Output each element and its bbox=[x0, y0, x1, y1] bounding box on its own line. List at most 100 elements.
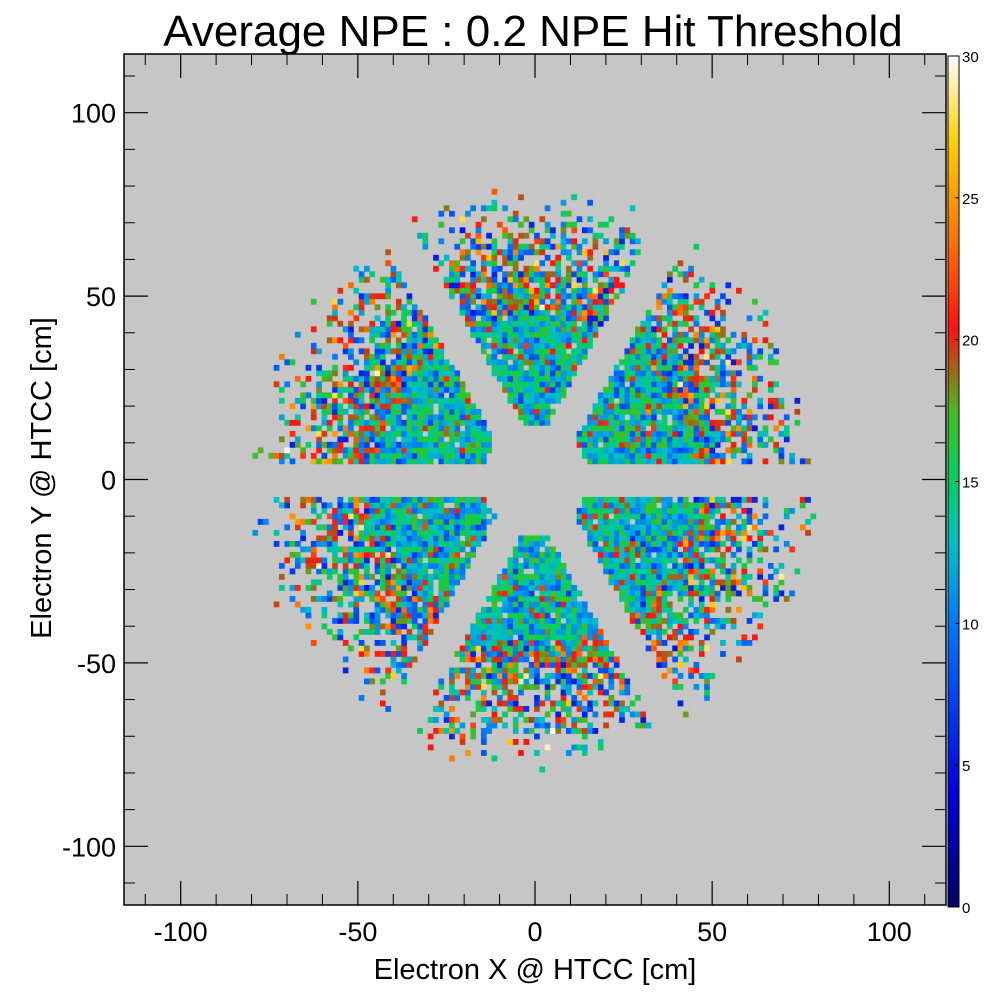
heatmap-cell bbox=[550, 408, 556, 415]
heatmap-cell bbox=[534, 623, 540, 630]
heatmap-cell bbox=[289, 551, 296, 558]
heatmap-cell bbox=[411, 386, 418, 393]
heatmap-cell bbox=[316, 447, 322, 454]
heatmap-cell bbox=[491, 243, 498, 250]
heatmap-cell bbox=[714, 595, 721, 602]
heatmap-cell bbox=[528, 298, 535, 305]
heatmap-cell bbox=[491, 249, 498, 256]
heatmap-cell bbox=[736, 529, 742, 536]
heatmap-cell bbox=[512, 628, 519, 635]
heatmap-cell bbox=[390, 617, 397, 624]
heatmap-cell bbox=[395, 397, 402, 404]
heatmap-cell bbox=[348, 353, 354, 360]
heatmap-cell bbox=[560, 628, 567, 635]
heatmap-cell bbox=[470, 513, 477, 520]
heatmap-cell bbox=[507, 568, 514, 575]
heatmap-cell bbox=[682, 348, 689, 355]
heatmap-cell bbox=[486, 656, 492, 663]
heatmap-cell bbox=[550, 331, 556, 338]
heatmap-cell bbox=[656, 595, 663, 602]
heatmap-cell bbox=[581, 293, 588, 300]
heatmap-cell bbox=[677, 386, 684, 393]
heatmap-cell bbox=[496, 293, 503, 300]
heatmap-cell bbox=[326, 546, 333, 553]
heatmap-cell bbox=[629, 546, 636, 553]
heatmap-cell bbox=[390, 419, 397, 426]
heatmap-cell bbox=[752, 337, 758, 344]
heatmap-cell bbox=[475, 309, 482, 316]
heatmap-cell bbox=[406, 381, 413, 388]
heatmap-cell bbox=[337, 403, 344, 410]
heatmap-cell bbox=[480, 216, 487, 223]
heatmap-cell bbox=[576, 337, 583, 344]
heatmap-cell bbox=[417, 381, 423, 388]
heatmap-cell bbox=[741, 518, 748, 525]
heatmap-cell bbox=[480, 496, 487, 503]
heatmap-cell bbox=[714, 348, 721, 355]
heatmap-cell bbox=[571, 359, 577, 366]
heatmap-cell bbox=[401, 507, 407, 514]
heatmap-cell bbox=[629, 513, 636, 520]
heatmap-cell bbox=[390, 326, 397, 333]
heatmap-cell bbox=[385, 458, 391, 465]
heatmap-cell bbox=[427, 408, 434, 415]
heatmap-cell bbox=[512, 249, 519, 256]
heatmap-cell bbox=[353, 601, 360, 608]
heatmap-cell bbox=[720, 326, 726, 333]
heatmap-cell bbox=[401, 584, 407, 591]
heatmap-cell bbox=[635, 408, 641, 415]
heatmap-cell bbox=[364, 650, 370, 657]
heatmap-cell bbox=[693, 392, 700, 399]
heatmap-cell bbox=[587, 227, 593, 234]
heatmap-cell bbox=[316, 397, 322, 404]
heatmap-cell bbox=[651, 573, 657, 580]
heatmap-cell bbox=[587, 254, 593, 261]
heatmap-cell bbox=[619, 529, 625, 536]
heatmap-cell bbox=[385, 260, 391, 267]
heatmap-cell bbox=[342, 639, 349, 646]
heatmap-cell bbox=[294, 397, 301, 404]
heatmap-cell bbox=[645, 441, 652, 448]
heatmap-cell bbox=[555, 260, 562, 267]
heatmap-cell bbox=[736, 606, 742, 613]
heatmap-cell bbox=[406, 507, 413, 514]
heatmap-cell bbox=[385, 430, 391, 437]
heatmap-cell bbox=[629, 502, 636, 509]
heatmap-cell bbox=[566, 221, 572, 228]
heatmap-cell bbox=[693, 282, 700, 289]
heatmap-cell bbox=[348, 309, 354, 316]
heatmap-cell bbox=[672, 557, 678, 564]
heatmap-cell bbox=[364, 364, 370, 371]
heatmap-cell bbox=[544, 276, 551, 283]
heatmap-cell bbox=[539, 766, 546, 773]
heatmap-cell bbox=[645, 562, 652, 569]
heatmap-cell bbox=[310, 348, 317, 355]
heatmap-cell bbox=[688, 667, 694, 674]
heatmap-cell bbox=[475, 430, 482, 437]
heatmap-cell bbox=[454, 271, 461, 278]
heatmap-cell bbox=[651, 623, 657, 630]
heatmap-cell bbox=[704, 507, 710, 514]
heatmap-cell bbox=[502, 656, 508, 663]
heatmap-cell bbox=[666, 304, 673, 311]
heatmap-cell bbox=[581, 750, 588, 756]
heatmap-cell bbox=[709, 436, 716, 443]
heatmap-cell bbox=[592, 436, 599, 443]
heatmap-cell bbox=[688, 436, 694, 443]
heatmap-cell bbox=[353, 337, 360, 344]
heatmap-cell bbox=[576, 650, 583, 657]
heatmap-cell bbox=[427, 458, 434, 465]
heatmap-cell bbox=[337, 601, 344, 608]
heatmap-cell bbox=[592, 287, 599, 294]
heatmap-cell bbox=[523, 557, 530, 564]
heatmap-cell bbox=[714, 320, 721, 327]
heatmap-cell bbox=[629, 590, 636, 597]
heatmap-cell bbox=[603, 661, 609, 668]
heatmap-cell bbox=[762, 425, 769, 432]
heatmap-cell bbox=[534, 584, 540, 591]
heatmap-cell bbox=[310, 342, 317, 349]
heatmap-cell bbox=[746, 590, 753, 597]
heatmap-cell bbox=[730, 408, 737, 415]
heatmap-cell bbox=[454, 265, 461, 272]
heatmap-cell bbox=[619, 397, 625, 404]
